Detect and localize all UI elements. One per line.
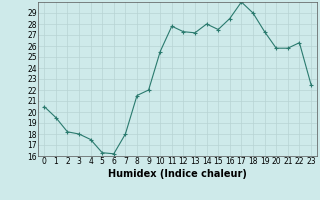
X-axis label: Humidex (Indice chaleur): Humidex (Indice chaleur) — [108, 169, 247, 179]
